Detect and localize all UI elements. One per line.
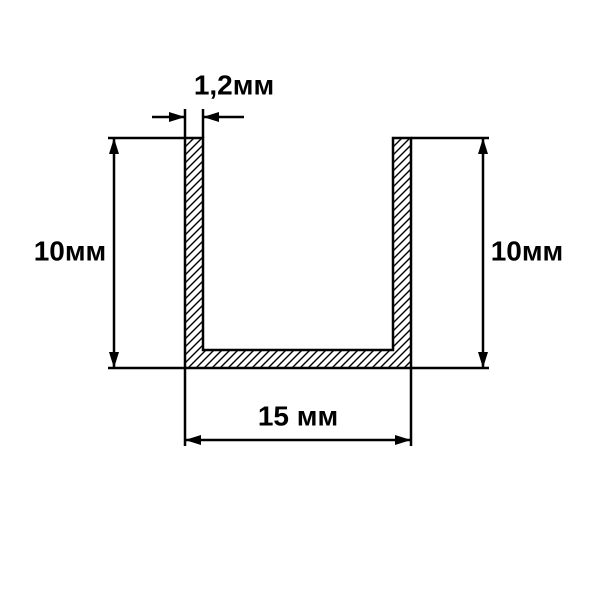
width-label: 15 мм — [258, 400, 338, 431]
arrowhead — [169, 112, 185, 122]
thickness-label: 1,2мм — [194, 69, 274, 100]
u-channel-drawing: 1,2мм 10мм 10мм 15 мм — [0, 0, 600, 600]
right-height-label: 10мм — [491, 235, 564, 266]
arrowhead — [109, 138, 119, 154]
arrowhead — [109, 352, 119, 368]
arrowhead — [395, 435, 411, 445]
arrowhead — [203, 112, 219, 122]
arrowhead — [478, 138, 488, 154]
u-channel-profile — [185, 138, 411, 368]
left-height-label: 10мм — [34, 235, 107, 266]
arrowhead — [185, 435, 201, 445]
arrowhead — [478, 352, 488, 368]
